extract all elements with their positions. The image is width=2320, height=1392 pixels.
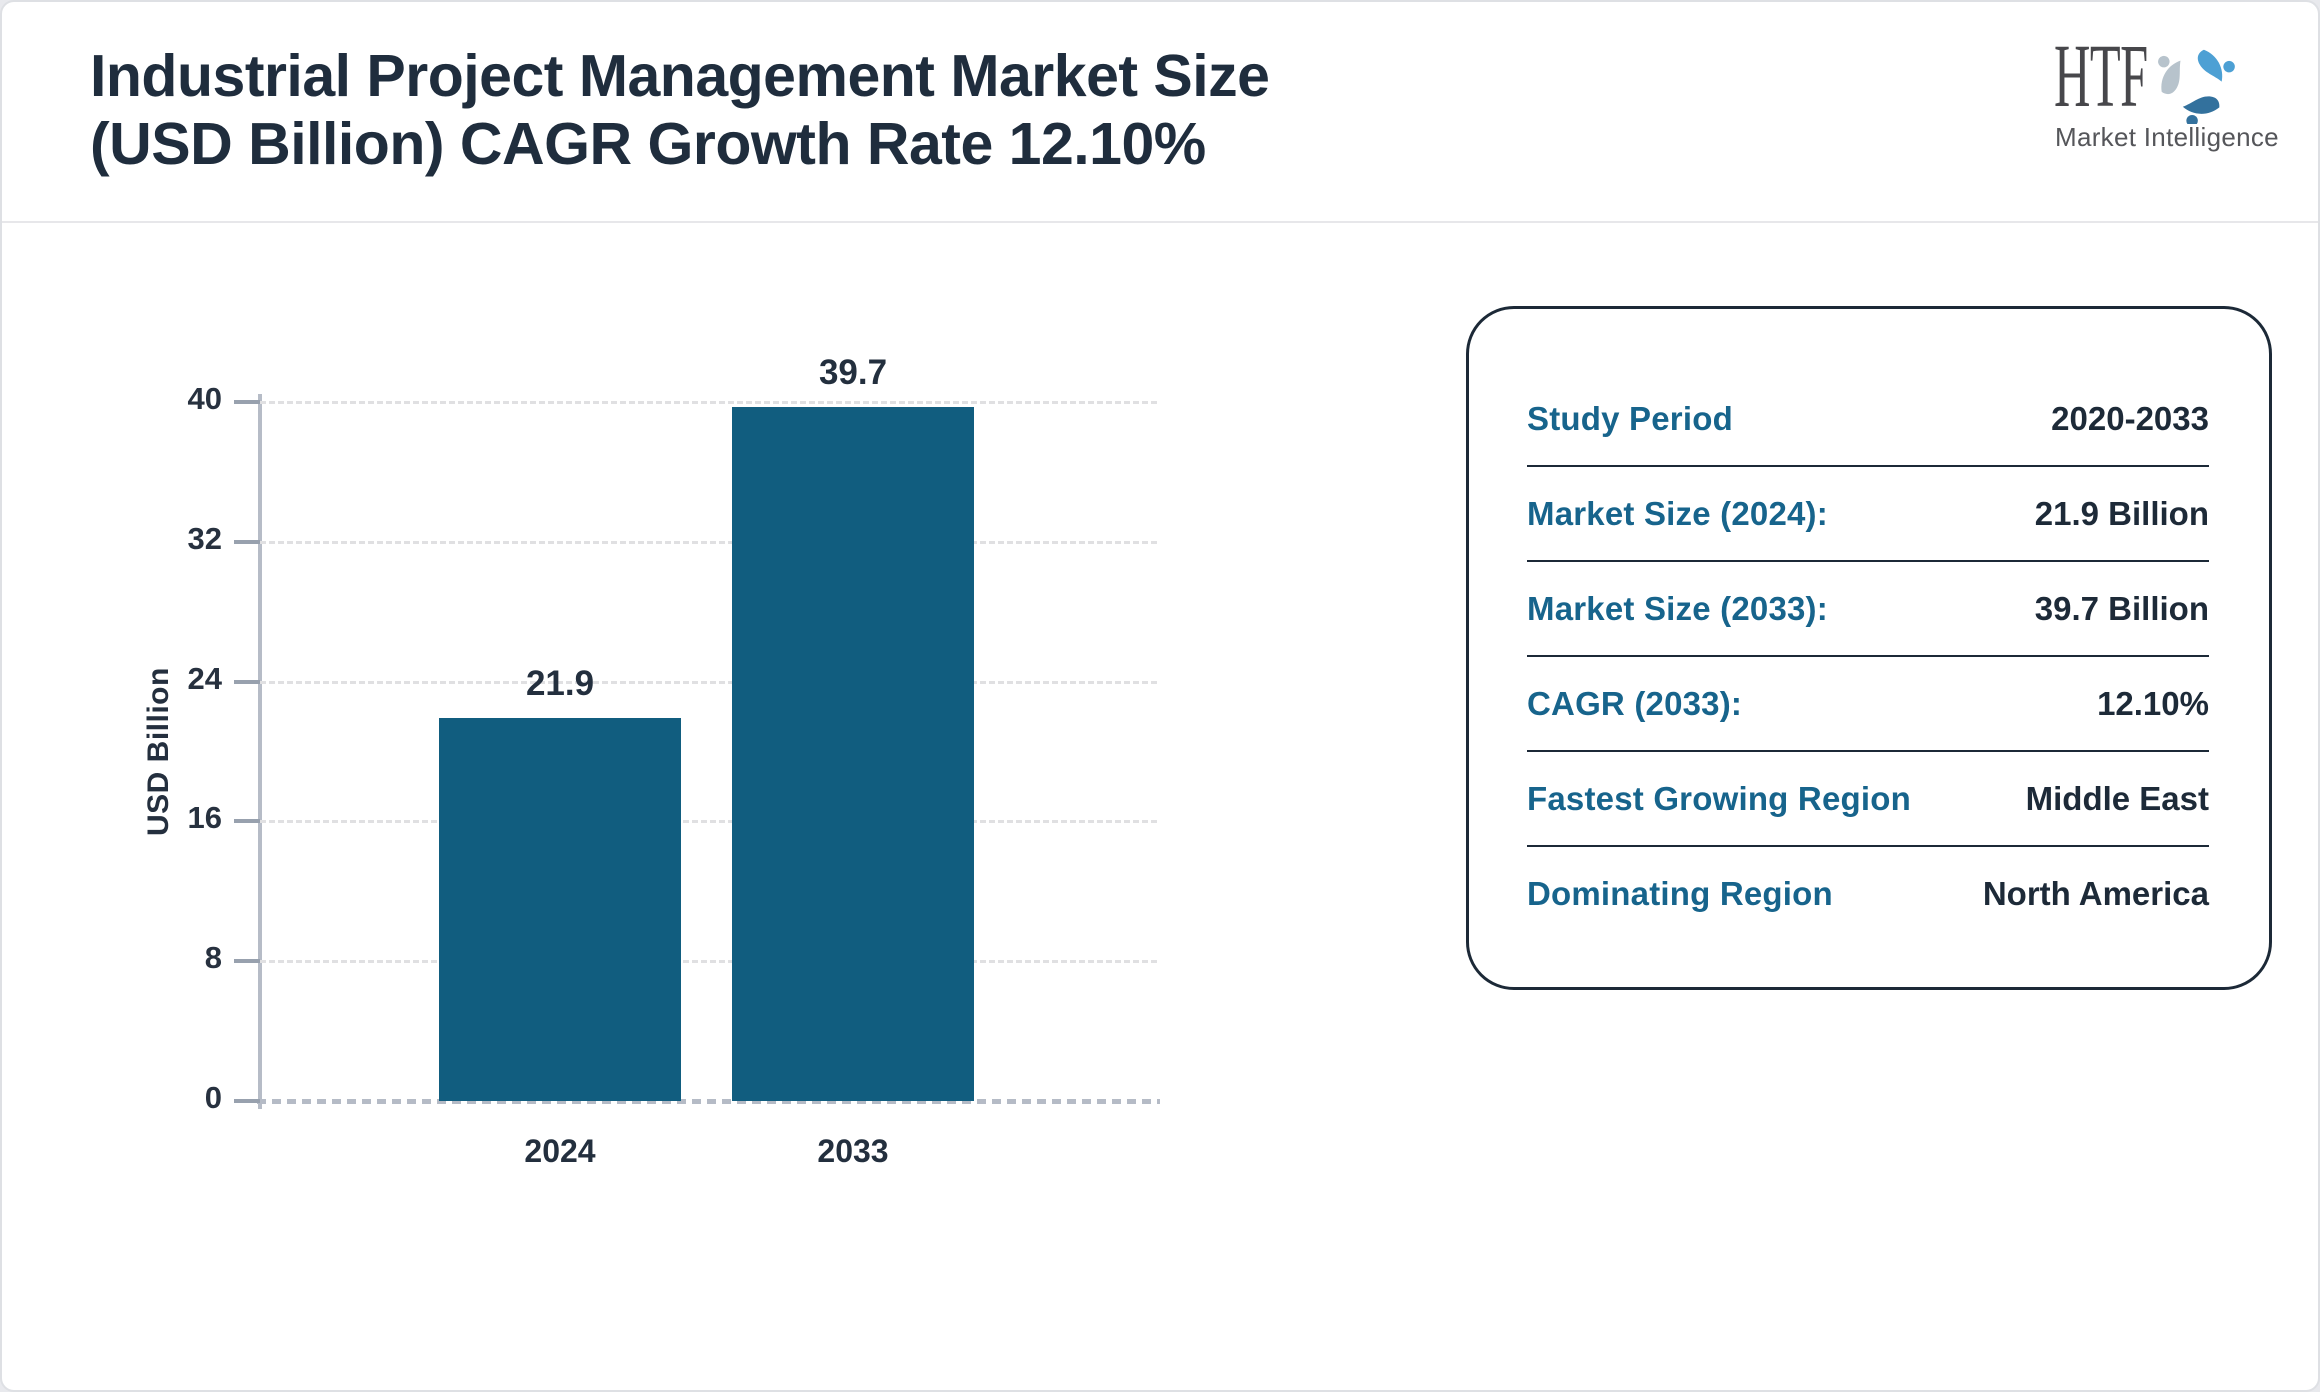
- title-line-1: Industrial Project Management Market Siz…: [90, 43, 1270, 109]
- summary-row-cagr: CAGR (2033): 12.10%: [1527, 657, 2209, 752]
- y-axis-tick-label: 8: [204, 940, 222, 976]
- y-axis-tick: [234, 819, 260, 824]
- y-axis-title: USD Billion: [142, 667, 175, 836]
- htf-logo-subtext: Market Intelligence: [2055, 122, 2279, 152]
- x-axis-category-label: 2024: [524, 1133, 596, 1169]
- x-axis-category-label: 2033: [817, 1133, 889, 1169]
- summary-row-market-size-2024: Market Size (2024): 21.9 Billion: [1527, 467, 2209, 562]
- y-axis-tick-label: 32: [187, 520, 222, 556]
- y-axis-tick-label: 0: [204, 1080, 222, 1115]
- title-line-2: (USD Billion) CAGR Growth Rate 12.10%: [90, 111, 1206, 177]
- htf-logo: HTF Market Intelligence: [2052, 27, 2279, 153]
- htf-logo-text: HTF: [2054, 27, 2148, 126]
- bar-2024: [439, 718, 681, 1101]
- summary-row-value: North America: [1982, 874, 2209, 912]
- y-axis-tick-label: 24: [187, 660, 222, 696]
- y-axis-tick: [234, 959, 260, 964]
- gridline: [260, 680, 1157, 684]
- summary-row-label: CAGR (2033):: [1527, 684, 1743, 722]
- header-divider: [2, 221, 2318, 223]
- swirl-figure-gray: [2158, 55, 2181, 95]
- summary-row-label: Dominating Region: [1527, 874, 1833, 912]
- htf-swirl-icon: [2158, 49, 2235, 124]
- gridline: [260, 540, 1157, 544]
- summary-row-value: 21.9 Billion: [2034, 494, 2209, 532]
- gridline: [260, 960, 1157, 964]
- summary-row-value: 39.7 Billion: [2034, 589, 2209, 627]
- y-axis-tick-label: 40: [187, 381, 222, 416]
- summary-row-label: Study Period: [1527, 399, 1733, 437]
- bar-2033: [732, 407, 974, 1101]
- summary-row-value: 12.10%: [2097, 684, 2209, 722]
- summary-row-label: Fastest Growing Region: [1527, 779, 1911, 817]
- summary-row-label: Market Size (2033):: [1527, 589, 1828, 627]
- summary-row-dominating-region: Dominating Region North America: [1527, 847, 2209, 940]
- gridline: [260, 820, 1157, 824]
- y-axis-line: [258, 394, 262, 1109]
- summary-card: Study Period 2020-2033 Market Size (2024…: [1466, 306, 2272, 990]
- summary-row-market-size-2033: Market Size (2033): 39.7 Billion: [1527, 562, 2209, 657]
- summary-row-study-period: Study Period 2020-2033: [1527, 372, 2209, 467]
- y-axis-tick: [234, 1099, 260, 1103]
- gridline: [260, 401, 1157, 404]
- y-axis-tick-label: 16: [187, 800, 222, 836]
- bar-value-label: 39.7: [818, 353, 888, 393]
- page-title: Industrial Project Management Market Siz…: [90, 42, 1270, 178]
- summary-row-label: Market Size (2024):: [1527, 494, 1828, 532]
- y-axis-tick: [234, 400, 260, 404]
- y-axis-tick: [234, 539, 260, 544]
- bar-chart-plot-area: 0 8 16 24 32 40 21.9 2024 39.7 2033: [188, 353, 1160, 1169]
- swirl-figure-lightblue: [2197, 49, 2235, 82]
- summary-row-value: 2020-2033: [2051, 399, 2209, 437]
- summary-row-fastest-growing-region: Fastest Growing Region Middle East: [1527, 752, 2209, 847]
- swirl-figure-steelblue: [2182, 96, 2220, 124]
- summary-row-value: Middle East: [2025, 779, 2209, 817]
- y-axis-tick: [234, 679, 260, 684]
- bar-value-label: 21.9: [525, 664, 595, 704]
- x-axis-baseline: [257, 1099, 1160, 1104]
